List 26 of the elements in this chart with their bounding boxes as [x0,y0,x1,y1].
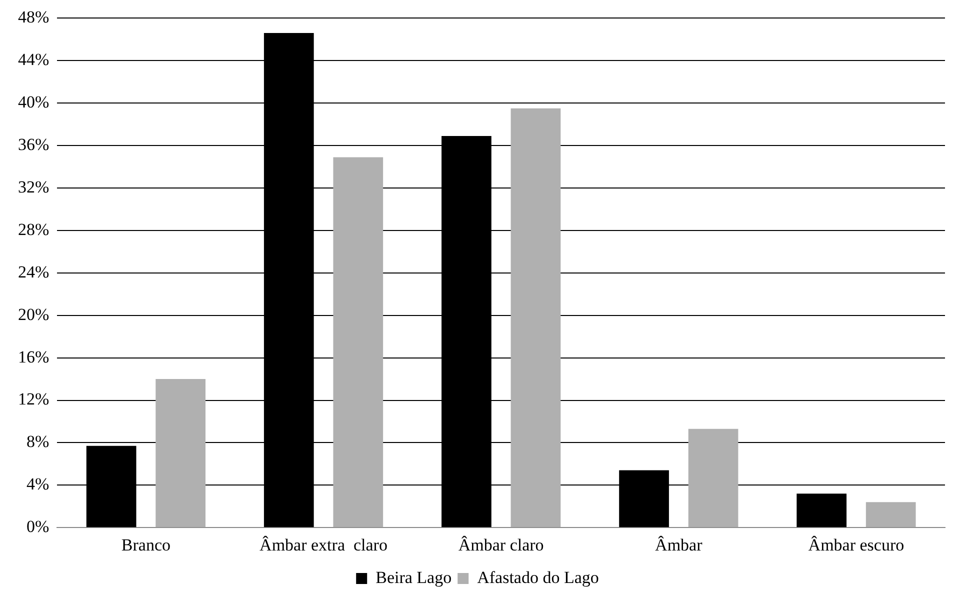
x-tick-label: Âmbar [655,535,703,554]
y-tick-label: 16% [18,347,50,366]
y-tick-label: 8% [26,432,50,452]
y-tick-label: 20% [18,304,50,324]
y-tick-label: 48% [18,8,50,27]
y-tick-label: 12% [18,390,50,409]
x-tick-label: Branco [121,535,170,554]
y-tick-label: 44% [18,50,50,70]
y-tick-label: 4% [26,474,50,494]
x-tick-label: Âmbar claro [458,535,544,554]
y-tick-label: 40% [18,92,50,112]
bar [510,108,561,528]
y-tick-label: 28% [18,220,50,239]
y-tick-label: 0% [26,517,50,536]
x-tick-label: Âmbar extra claro [260,535,388,554]
bar [866,502,916,528]
y-tick-label: 36% [18,135,50,154]
y-tick-label: 32% [18,177,50,196]
legend-label: Beira Lago [376,568,452,587]
bar [796,494,847,528]
bar [156,379,206,528]
bar [688,428,738,528]
legend-label: Afastado do Lago [477,568,599,587]
y-tick-label: 24% [18,262,50,282]
x-tick-label: Âmbar escuro [808,535,904,554]
bar [333,157,384,528]
